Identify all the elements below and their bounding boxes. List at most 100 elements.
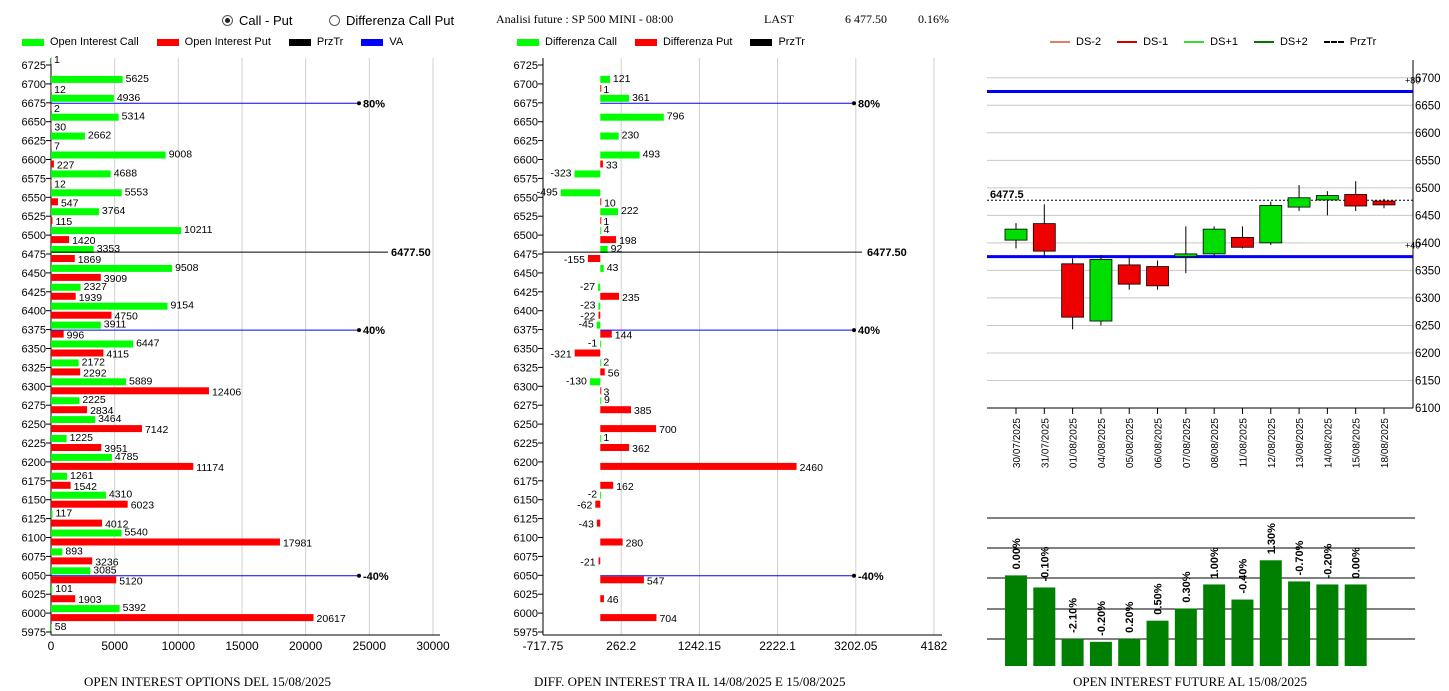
legend-label: Differenza Call bbox=[545, 36, 617, 48]
page-title: Analisi future : SP 500 MINI - 08:00 bbox=[496, 12, 674, 26]
candle-body bbox=[1344, 194, 1368, 207]
strike-label: 6725 bbox=[514, 60, 538, 72]
radio-selected-icon[interactable] bbox=[222, 15, 233, 26]
legend-swatch-prztr bbox=[288, 38, 311, 46]
call-bar bbox=[51, 302, 168, 310]
put-bar bbox=[51, 519, 103, 527]
diff-call-bar bbox=[600, 113, 664, 121]
strike-label: 6450 bbox=[514, 268, 538, 280]
candle-body bbox=[1372, 200, 1396, 206]
strike-label: 6575 bbox=[514, 173, 538, 185]
future-oi-label: 1.30% bbox=[1266, 523, 1278, 554]
future-oi-bar bbox=[1288, 581, 1311, 666]
put-bar bbox=[51, 387, 209, 395]
y-tick-label: 6400 bbox=[1415, 238, 1441, 250]
strike-label: 6225 bbox=[22, 438, 46, 450]
diff-call-bar bbox=[600, 397, 602, 405]
future-oi-label: 0.50% bbox=[1153, 583, 1165, 614]
call-bar-label: 4785 bbox=[115, 451, 139, 463]
call-bar-label: 1261 bbox=[70, 470, 94, 482]
va-ref-label: 80% bbox=[363, 98, 385, 110]
future-oi-label: -0.10% bbox=[1039, 546, 1051, 581]
x-tick-label: -717.75 bbox=[523, 639, 564, 653]
strike-label: 6625 bbox=[22, 136, 46, 148]
diff-call-bar bbox=[600, 491, 602, 499]
y-tick-label: 6600 bbox=[1415, 128, 1441, 140]
future-oi-label: -2.10% bbox=[1068, 598, 1080, 633]
x-tick-label: 5000 bbox=[101, 639, 128, 653]
diff-call-bar bbox=[600, 75, 610, 83]
diff-call-label: -323 bbox=[550, 167, 571, 179]
diff-call-bar bbox=[600, 435, 602, 442]
call-bar-label: 5625 bbox=[126, 73, 150, 85]
strike-label: 6500 bbox=[22, 230, 46, 242]
y-tick-label: 6250 bbox=[1415, 320, 1441, 332]
put-bar-label: 30 bbox=[54, 122, 66, 134]
x-tick-label: 0 bbox=[48, 639, 55, 653]
put-bar bbox=[51, 500, 128, 508]
legend-swatch-call bbox=[22, 38, 44, 46]
call-bar bbox=[51, 567, 91, 575]
strike-label: 6275 bbox=[22, 400, 46, 412]
diff-put-label: -62 bbox=[577, 500, 592, 512]
va-ref-label: 80% bbox=[858, 98, 880, 110]
put-bar-label: 7 bbox=[54, 141, 60, 153]
put-bar-label: 3909 bbox=[104, 273, 128, 285]
va-ref-label: -40% bbox=[858, 571, 884, 583]
y-tick-label: 6450 bbox=[1415, 210, 1441, 222]
date-label: 06/08/2025 bbox=[1154, 418, 1165, 468]
strike-label: 6175 bbox=[22, 476, 46, 488]
put-bar-label: 20617 bbox=[317, 613, 346, 625]
call-bar bbox=[51, 208, 99, 216]
diff-put-bar bbox=[600, 425, 657, 433]
candle-body bbox=[1089, 258, 1113, 322]
diff-call-label: 2 bbox=[603, 356, 609, 368]
strike-label: 6125 bbox=[514, 514, 538, 526]
diff-call-label: 361 bbox=[632, 92, 650, 104]
call-bar bbox=[51, 548, 63, 556]
x-tick-label: 3202.05 bbox=[834, 639, 878, 653]
future-oi-label: -0.70% bbox=[1294, 540, 1306, 575]
y-tick-label: 6100 bbox=[1415, 403, 1441, 415]
legend-label: DS+2 bbox=[1279, 36, 1308, 48]
date-label: 05/08/2025 bbox=[1125, 418, 1136, 468]
price-label: 6477.5 bbox=[990, 189, 1024, 201]
put-bar bbox=[51, 311, 112, 319]
strike-label: 6575 bbox=[22, 173, 46, 185]
legend-swatch-put bbox=[156, 38, 179, 46]
put-bar bbox=[51, 368, 81, 376]
strike-label: 6650 bbox=[22, 117, 46, 129]
caption-middle: DIFF. OPEN INTEREST TRA IL 14/08/2025 E … bbox=[534, 674, 846, 689]
call-bar bbox=[51, 321, 101, 329]
candle-body bbox=[1315, 195, 1339, 201]
diff-call-label: 796 bbox=[667, 111, 685, 123]
legend-line-prztr bbox=[1323, 41, 1344, 43]
future-oi-label: 1.00% bbox=[1209, 547, 1221, 578]
put-bar-label: 12406 bbox=[212, 386, 241, 398]
radio-differenza[interactable]: Differenza Call Put bbox=[329, 13, 454, 28]
date-label: 04/08/2025 bbox=[1097, 418, 1108, 468]
y-tick-label: 6650 bbox=[1415, 100, 1441, 112]
candle-body bbox=[1231, 236, 1254, 248]
diff-call-bar bbox=[600, 359, 602, 367]
radio-diff-label: Differenza Call Put bbox=[346, 13, 455, 28]
call-bar bbox=[51, 472, 68, 480]
va-ref-marker bbox=[357, 573, 361, 578]
call-bar bbox=[51, 605, 120, 613]
strike-label: 6050 bbox=[514, 570, 538, 582]
call-bar-label: 2225 bbox=[82, 394, 106, 406]
radio-unselected-icon[interactable] bbox=[329, 15, 340, 26]
radio-call-put[interactable]: Call - Put bbox=[222, 13, 292, 28]
strike-label: 6250 bbox=[514, 419, 538, 431]
strike-label: 6325 bbox=[22, 362, 46, 374]
put-bar bbox=[51, 614, 314, 622]
diff-put-bar bbox=[600, 160, 603, 168]
date-label: 08/08/2025 bbox=[1210, 418, 1221, 468]
strike-label: 6475 bbox=[514, 249, 538, 261]
legend-label: PrzTr bbox=[778, 36, 805, 48]
future-oi-bar bbox=[1033, 587, 1056, 666]
va-ref-label: 40% bbox=[363, 325, 385, 337]
strike-label: 6675 bbox=[514, 98, 538, 110]
diff-put-label: 1 bbox=[603, 216, 609, 228]
call-bar-label: 2327 bbox=[84, 281, 108, 293]
